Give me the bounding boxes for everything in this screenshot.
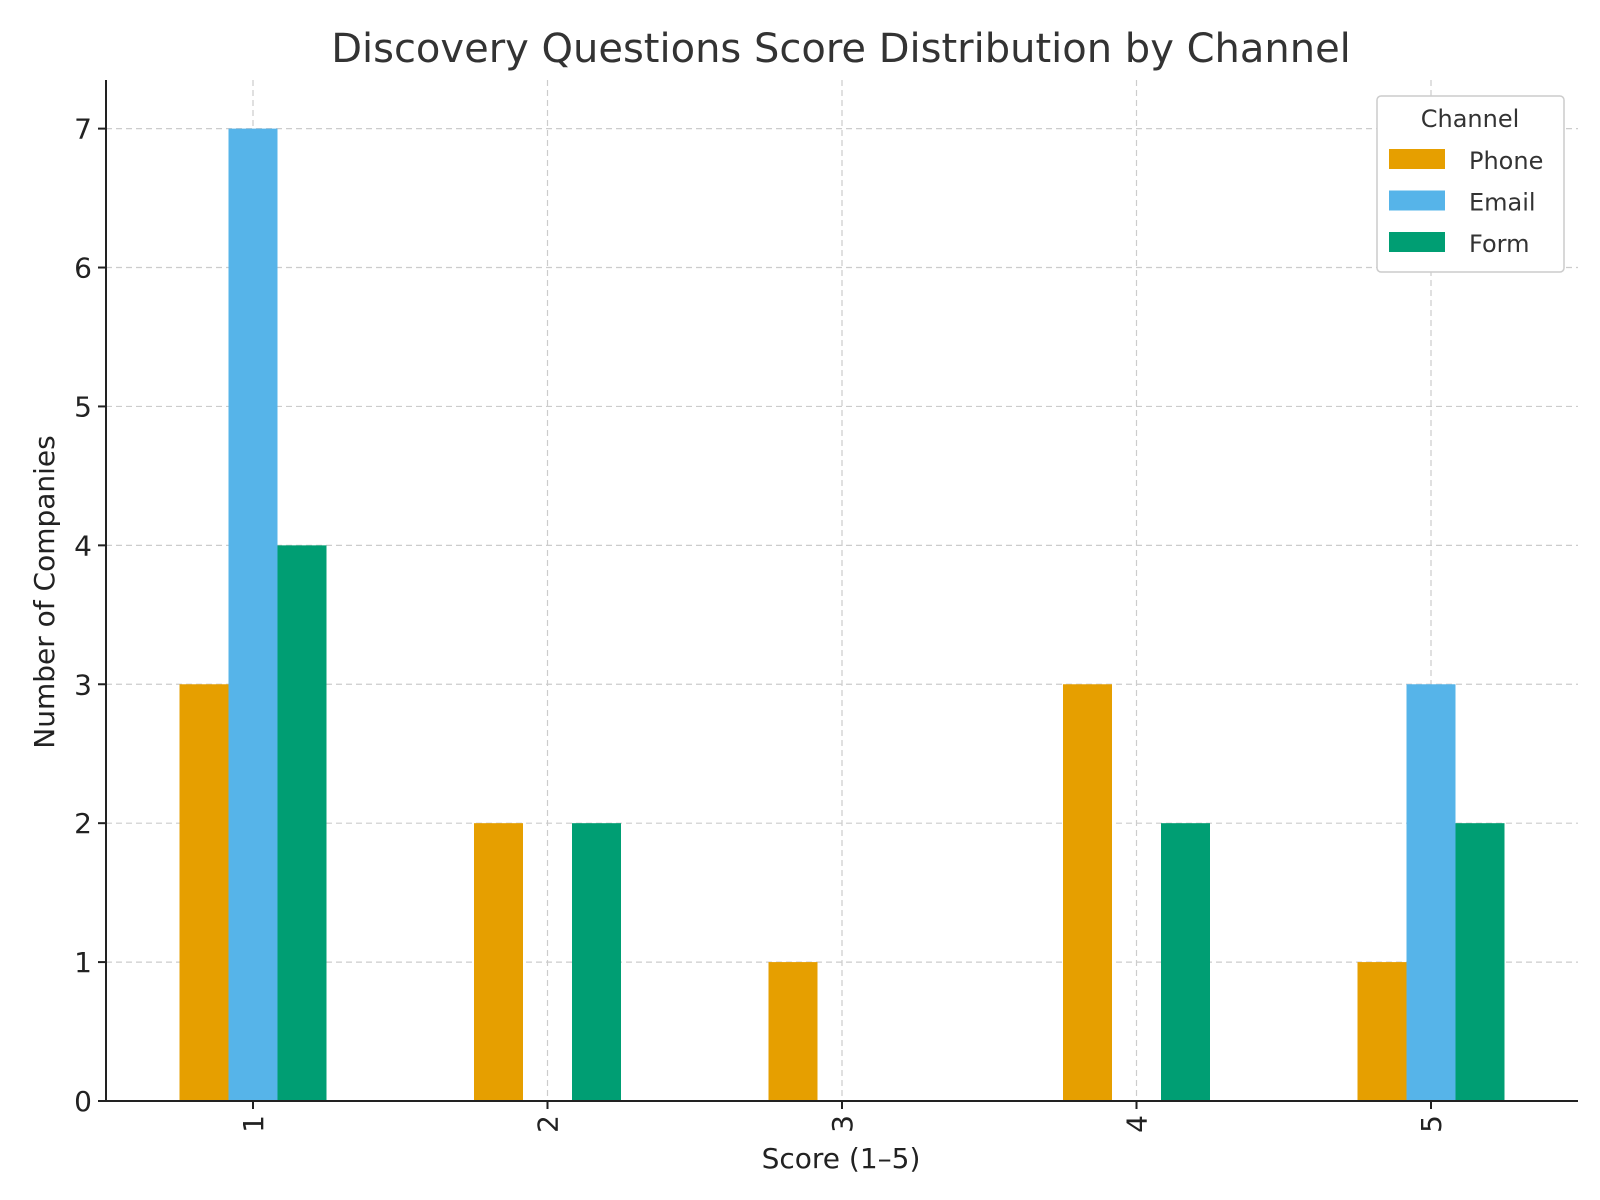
y-tick-label: 2: [74, 807, 92, 840]
x-tick-label: 5: [1415, 1115, 1448, 1133]
y-axis-label: Number of Companies: [28, 435, 61, 749]
bar-form-5: [1455, 823, 1505, 1101]
tick-labels: 0 1 2 3 4 5 6 7 1 2 3 4 5: [74, 113, 1448, 1133]
bars-group: [179, 128, 1505, 1102]
legend: Channel Phone Email Form: [1376, 95, 1565, 273]
y-tick-label: 3: [74, 668, 92, 701]
y-tick-label: 4: [74, 529, 92, 562]
x-axis-label: Score (1–5): [762, 1142, 921, 1175]
bar-form-1: [277, 545, 327, 1101]
legend-label-phone: Phone: [1469, 147, 1543, 175]
legend-title: Channel: [1421, 105, 1520, 133]
x-tick-label: 1: [237, 1115, 270, 1133]
bar-phone-4: [1063, 684, 1112, 1101]
grid-lines: [106, 80, 1578, 1101]
chart-title: Discovery Questions Score Distribution b…: [331, 26, 1351, 72]
bar-email-1: [228, 128, 278, 1102]
bar-email-5: [1406, 684, 1456, 1101]
y-tick-label: 0: [74, 1085, 92, 1118]
bar-phone-3: [768, 962, 818, 1101]
bar-form-2: [572, 823, 621, 1101]
y-tick-label: 7: [74, 113, 92, 146]
legend-swatch-email: [1389, 190, 1445, 211]
x-tick-label: 2: [532, 1115, 565, 1133]
bar-phone-5: [1357, 962, 1407, 1101]
legend-label-email: Email: [1469, 189, 1536, 217]
x-tick-label: 4: [1121, 1115, 1154, 1133]
legend-label-form: Form: [1469, 230, 1529, 258]
legend-swatch-form: [1389, 232, 1445, 252]
bar-phone-2: [474, 823, 523, 1101]
y-tick-label: 6: [74, 252, 92, 285]
y-tick-label: 5: [74, 390, 92, 423]
legend-box: [1376, 95, 1565, 273]
legend-swatch-phone: [1389, 149, 1445, 169]
x-tick-label: 3: [826, 1115, 859, 1133]
bar-form-4: [1161, 823, 1210, 1101]
bar-phone-1: [179, 684, 229, 1101]
legend-items: Phone Email Form: [1389, 147, 1543, 258]
y-tick-label: 1: [74, 946, 92, 979]
